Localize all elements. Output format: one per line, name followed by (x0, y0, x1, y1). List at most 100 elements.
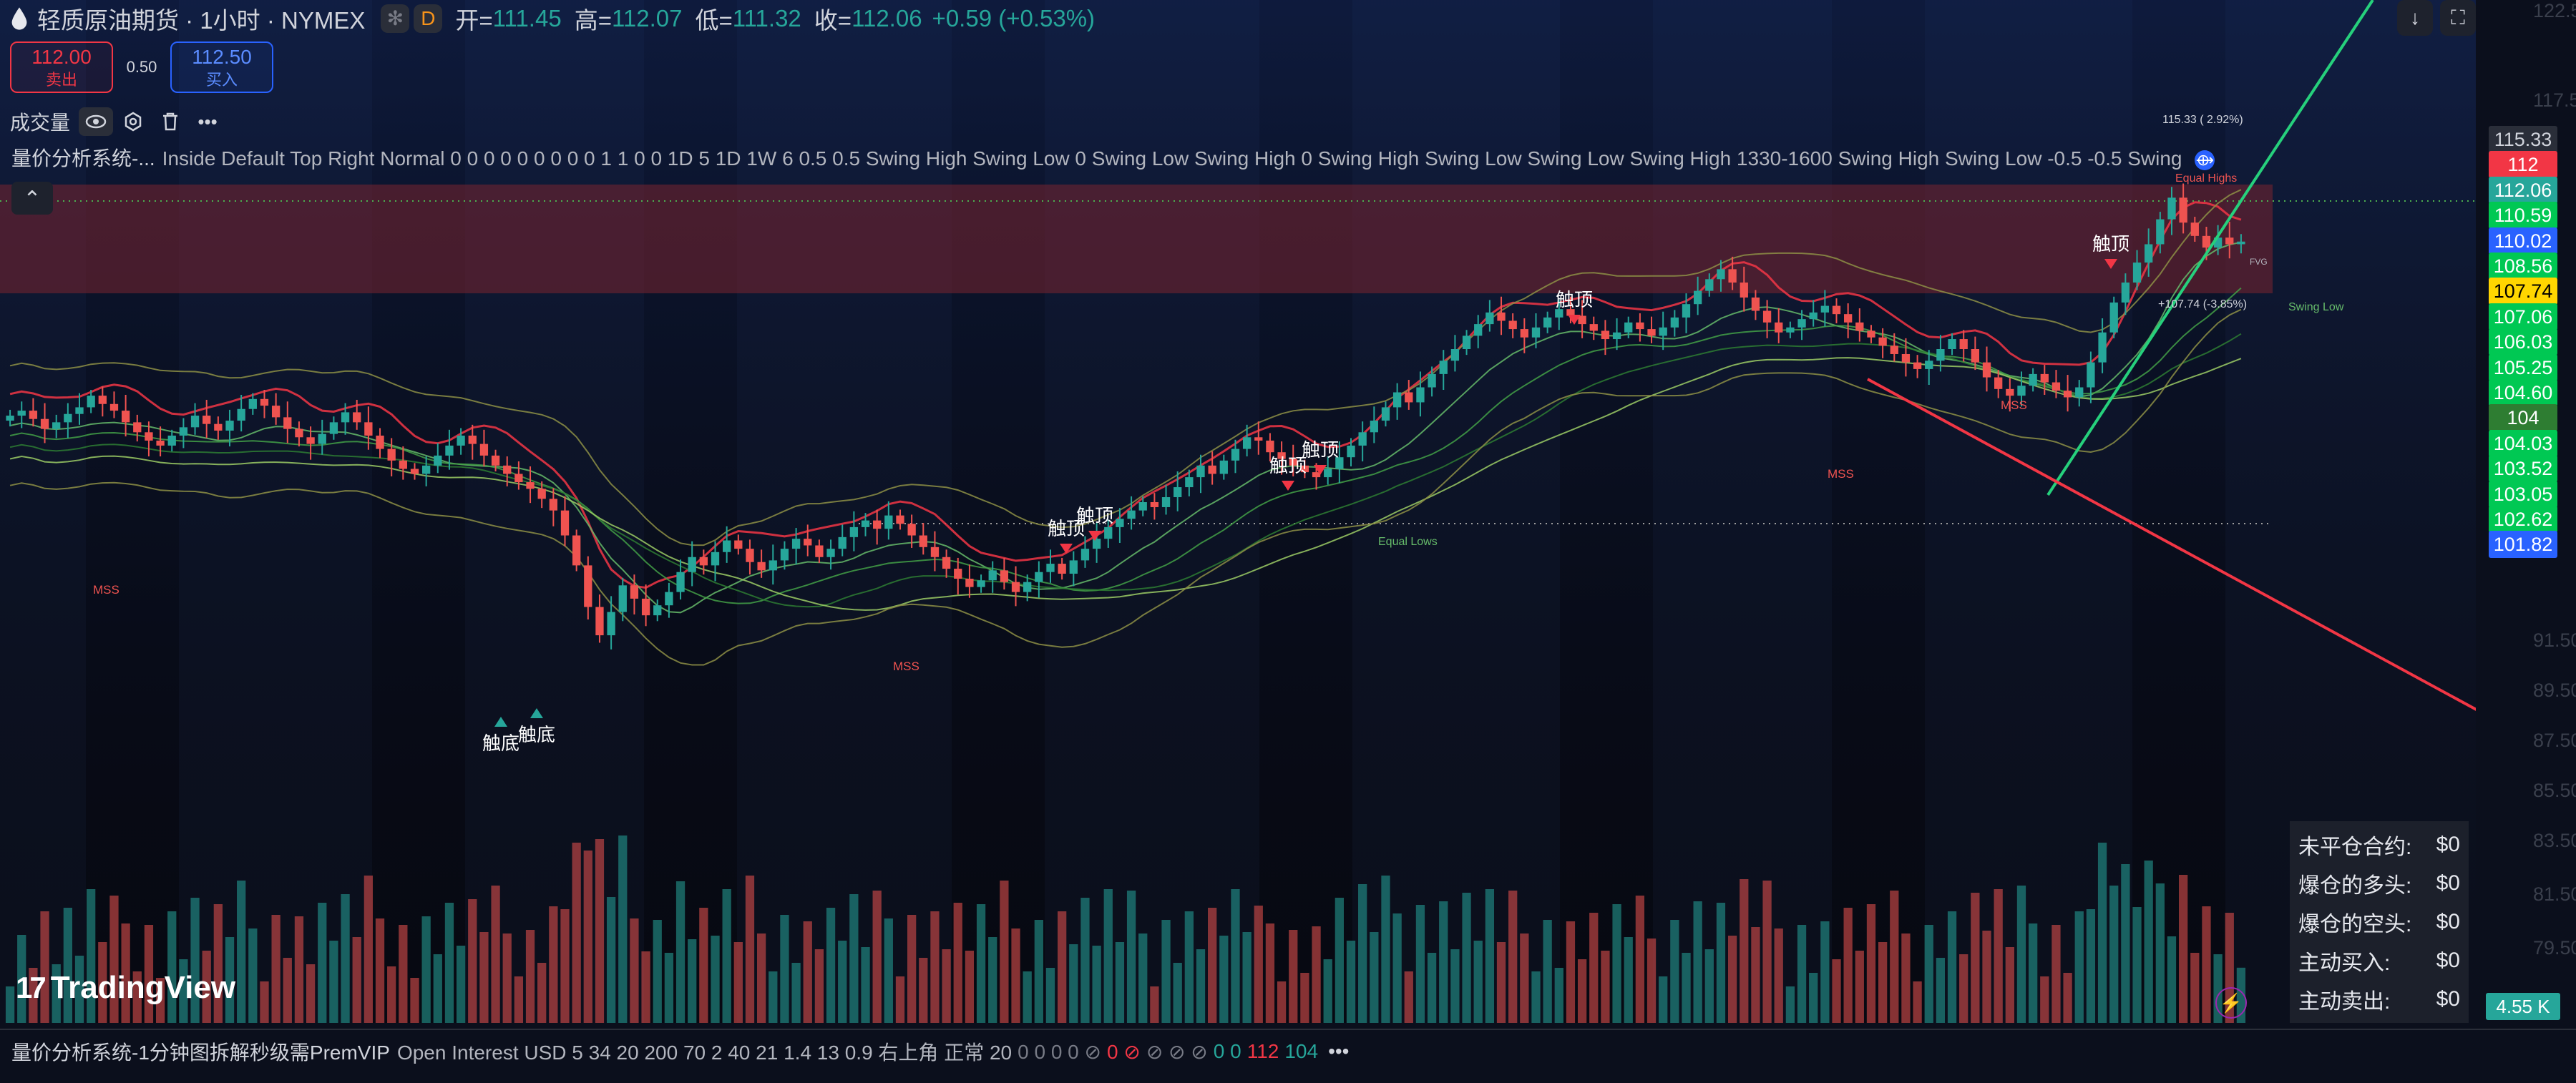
candle-body (1231, 449, 1240, 461)
fullscreen-icon[interactable]: ⛶ (2440, 0, 2476, 36)
volume-bar (514, 976, 524, 1023)
candle-body (1208, 465, 1216, 474)
price-tag: 106.03 (2489, 328, 2557, 356)
sell-signal-marker (1282, 481, 1294, 491)
data-badge[interactable]: D (414, 4, 443, 33)
volume-bar (306, 964, 316, 1023)
trash-icon[interactable] (153, 107, 187, 136)
indicator-1-row[interactable]: 量价分析系统-... Inside Default Top Right Norma… (11, 143, 2215, 172)
candle-body (838, 536, 847, 549)
symbol-title[interactable]: 轻质原油期货 · 1小时 · NYMEX (37, 7, 366, 34)
candle-body (190, 416, 200, 428)
sell-button[interactable]: 112.00 卖出 (10, 41, 113, 93)
candle-body (954, 569, 962, 579)
arrow-down-icon[interactable]: ↓ (2397, 0, 2433, 36)
oi-value: $0 (2436, 871, 2460, 895)
candle-body (815, 545, 824, 557)
volume-bar (1866, 904, 1876, 1023)
candle-body (1809, 312, 1818, 320)
droplet-icon (11, 7, 27, 30)
candle-body (1982, 362, 1991, 378)
volume-bar (1184, 911, 1194, 1023)
candle-body (1266, 440, 1274, 453)
volume-bar (1913, 981, 1922, 1023)
volume-bar (502, 933, 512, 1023)
globe-icon[interactable]: ⟴ (2195, 150, 2215, 170)
more-icon[interactable]: ••• (197, 110, 218, 132)
volume-bar (1069, 944, 1078, 1023)
candle-body (757, 562, 766, 571)
volume-bar (283, 958, 292, 1023)
mss-label: MSS (1828, 467, 1854, 481)
volume-bar (664, 953, 674, 1023)
candle-body (1775, 322, 1783, 333)
volume-bar (1809, 973, 1818, 1023)
candle-body (271, 406, 280, 418)
volume-bar (2040, 976, 2049, 1023)
volume-bar (618, 835, 628, 1023)
candle-body (1624, 322, 1633, 333)
candle-body (1392, 392, 1402, 408)
volume-bar (1508, 891, 1518, 1023)
price-tag: 112.06 (2489, 176, 2557, 204)
eye-icon[interactable] (79, 107, 114, 136)
candle-body (1058, 564, 1066, 574)
volume-bar (1635, 896, 1645, 1023)
bottom-touch-label: 触底 (482, 732, 519, 754)
chevron-up-icon[interactable]: ⌃ (11, 182, 53, 215)
volume-bar (2051, 925, 2061, 1023)
lightning-icon[interactable]: ⚡ (2215, 987, 2247, 1019)
candle-body (295, 428, 303, 438)
volume-bar (1855, 951, 1864, 1023)
volume-indicator-name[interactable]: 成交量 (10, 112, 71, 134)
candle-body (2017, 386, 2026, 396)
volume-bar (2063, 973, 2072, 1023)
candle-body (537, 489, 546, 499)
sell-label: 卖出 (45, 71, 77, 89)
price-tick: 89.50 (2533, 680, 2576, 701)
settings-icon[interactable] (116, 107, 150, 136)
top-touch-label: 触顶 (2092, 233, 2129, 255)
candle-body (2087, 362, 2095, 388)
volume-bar (1300, 973, 1309, 1023)
candle-body (2156, 219, 2165, 245)
candle-body (1786, 327, 1795, 333)
tradingview-logo[interactable]: 17 TradingView (16, 970, 235, 1006)
indicator-2-row[interactable]: 量价分析系统-1分钟图拆解秒级需PremVIP Open Interest US… (0, 1029, 2576, 1073)
indicator-2-name[interactable]: 量价分析系统-1分钟图拆解秒级需PremVIP (11, 1042, 390, 1064)
volume-bar (387, 966, 396, 1023)
indicator-2-params: Open Interest USD 5 34 20 200 70 2 40 21… (396, 1042, 1013, 1064)
candle-body (2040, 373, 2049, 383)
volume-bar (479, 932, 489, 1023)
volume-bar (1126, 891, 1136, 1023)
asterisk-icon[interactable]: ✻ (381, 4, 410, 33)
volume-bar (1936, 958, 1946, 1023)
candle-body (572, 535, 581, 566)
candle-body (1705, 279, 1714, 291)
buy-signal-marker (530, 708, 543, 718)
chart-area[interactable]: 触顶 触顶 触顶 触顶 触顶 触顶 触底 触底 MSS MSS MSS MSS Equal Highs E… (0, 0, 2476, 1023)
candle-body (1612, 332, 1621, 340)
candle-body (87, 396, 95, 408)
candle-body (1335, 457, 1344, 469)
volume-bar (1034, 920, 1043, 1023)
volume-bar (144, 925, 154, 1023)
volume-bar (1427, 953, 1437, 1023)
candle-body (1277, 452, 1286, 459)
oi-row: 主动买入: $0 (2298, 941, 2460, 980)
volume-bar (1450, 949, 1460, 1023)
volume-bar (791, 963, 801, 1023)
buy-button[interactable]: 112.50 买入 (170, 41, 273, 93)
candle-body (1601, 330, 1610, 340)
more-icon[interactable]: ••• (1328, 1040, 1350, 1062)
candle-body (560, 510, 570, 536)
candle-body (503, 465, 512, 474)
volume-bar (1924, 925, 1933, 1023)
volume-bar (1011, 928, 1020, 1023)
indicator-1-name[interactable]: 量价分析系统-... (11, 147, 155, 170)
candle-body (468, 435, 477, 444)
volume-bar (1161, 920, 1171, 1023)
top-touch-label: 触顶 (1076, 505, 1113, 526)
volume-bar (1589, 913, 1599, 1023)
